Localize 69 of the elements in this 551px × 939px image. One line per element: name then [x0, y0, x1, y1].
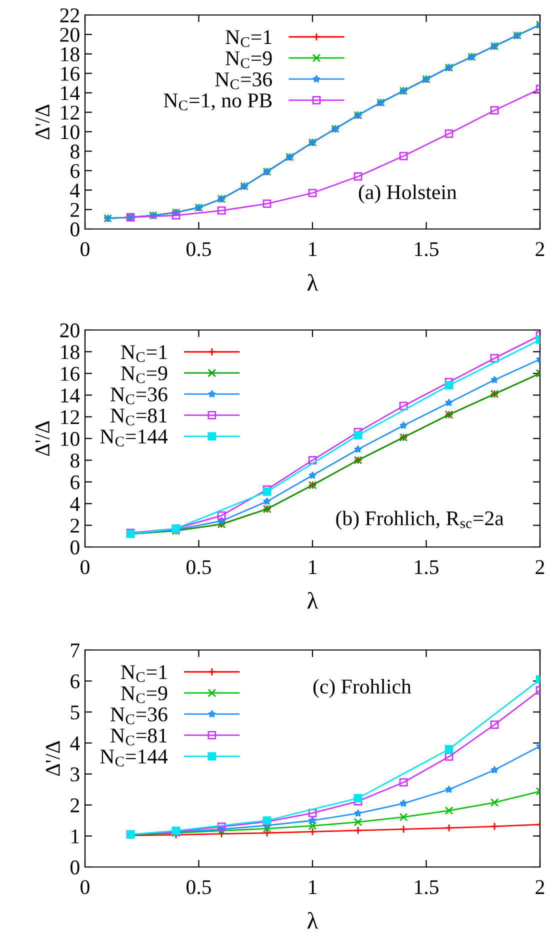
- x-axis-title: λ: [307, 592, 318, 609]
- annotation: (b) Frohlich, R$_{sc}$=2a: [336, 510, 504, 530]
- y-tick-label: 16: [61, 66, 80, 81]
- y-tick-label: 7: [71, 644, 80, 658]
- y-tick-label: 12: [61, 410, 79, 424]
- y-tick-label: 0: [70, 860, 80, 874]
- x-tick-label: 0: [80, 560, 90, 574]
- y-tick-label: 18: [61, 47, 80, 62]
- x-tick-label: 1.5: [415, 880, 438, 894]
- y-tick-label: 0: [70, 540, 80, 554]
- x-tick-label: 2: [536, 560, 544, 574]
- y-tick-label: 5: [70, 706, 80, 720]
- y-axis-title: Δ'/Δ: [36, 104, 50, 140]
- x-tick-label: 0: [80, 242, 90, 256]
- legend-label: N$_{C}$=1, no PB: [164, 94, 272, 110]
- legend-label: N$_{C}$=1: [121, 665, 167, 682]
- y-axis-title: Δ'/Δ: [46, 741, 60, 776]
- x-tick-label: 2: [536, 880, 544, 894]
- x-tick-label: 1: [309, 880, 316, 894]
- y-tick-label: 2: [70, 798, 79, 812]
- y-tick-label: 20: [60, 323, 80, 338]
- x-tick-label: 2: [536, 242, 544, 256]
- x-tick-label: 0: [80, 880, 90, 894]
- y-tick-label: 8: [70, 144, 80, 159]
- x-tick-label: 0.5: [186, 560, 211, 574]
- legend-label: N$_{C}$=36: [110, 387, 168, 404]
- legend-label: N$_{C}$=36: [110, 707, 168, 724]
- legend-label: N$_{C}$=1: [121, 345, 167, 362]
- annotation: (a) Holstein: [358, 184, 457, 204]
- legend-label: N$_{C}$=144: [100, 430, 168, 446]
- y-tick-label: 12: [61, 106, 79, 120]
- y-tick-label: 0: [70, 222, 80, 236]
- y-tick-label: 20: [60, 28, 80, 42]
- legend-label: N$_{C}$=144: [100, 750, 168, 766]
- y-tick-label: 10: [61, 125, 80, 140]
- x-tick-label: 1.5: [415, 560, 438, 574]
- y-tick-label: 1: [72, 829, 79, 844]
- x-axis-title: λ: [307, 274, 318, 291]
- y-tick-label: 22: [60, 8, 79, 22]
- y-tick-label: 6: [70, 164, 80, 178]
- legend-label: N$_{C}$=9: [121, 686, 168, 704]
- y-tick-label: 14: [61, 86, 80, 100]
- y-tick-label: 2: [70, 202, 79, 217]
- y-tick-label: 4: [70, 736, 80, 750]
- y-tick-label: 14: [61, 388, 80, 402]
- legend-label: N$_{C}$=36: [215, 72, 272, 90]
- x-axis-title: λ: [307, 912, 318, 929]
- legend-label: N$_{C}$=9: [121, 366, 168, 384]
- y-tick-label: 6: [70, 475, 80, 490]
- y-tick-label: 3: [70, 767, 80, 782]
- annotation: (c) Frohlich: [313, 678, 412, 698]
- legend-label: N$_{C}$=1: [226, 30, 272, 47]
- y-tick-label: 4: [70, 184, 80, 198]
- y-tick-label: 2: [70, 518, 79, 533]
- y-tick-label: 4: [70, 497, 80, 511]
- y-tick-label: 16: [61, 366, 80, 381]
- legend-label: N$_{C}$=9: [226, 51, 272, 68]
- x-tick-label: 0.5: [186, 242, 211, 256]
- legend-label: N$_{C}$=81: [110, 728, 167, 746]
- x-tick-label: 0.5: [186, 880, 211, 894]
- y-tick-label: 10: [61, 432, 80, 446]
- y-axis-title: Δ'/Δ: [36, 421, 50, 456]
- y-tick-label: 6: [70, 674, 80, 688]
- y-tick-label: 8: [70, 454, 80, 468]
- y-tick-label: 18: [61, 345, 80, 360]
- x-tick-label: 1: [309, 560, 316, 574]
- x-tick-label: 1: [309, 242, 316, 256]
- x-tick-label: 1.5: [415, 242, 438, 256]
- legend-label: N$_{C}$=81: [110, 408, 167, 426]
